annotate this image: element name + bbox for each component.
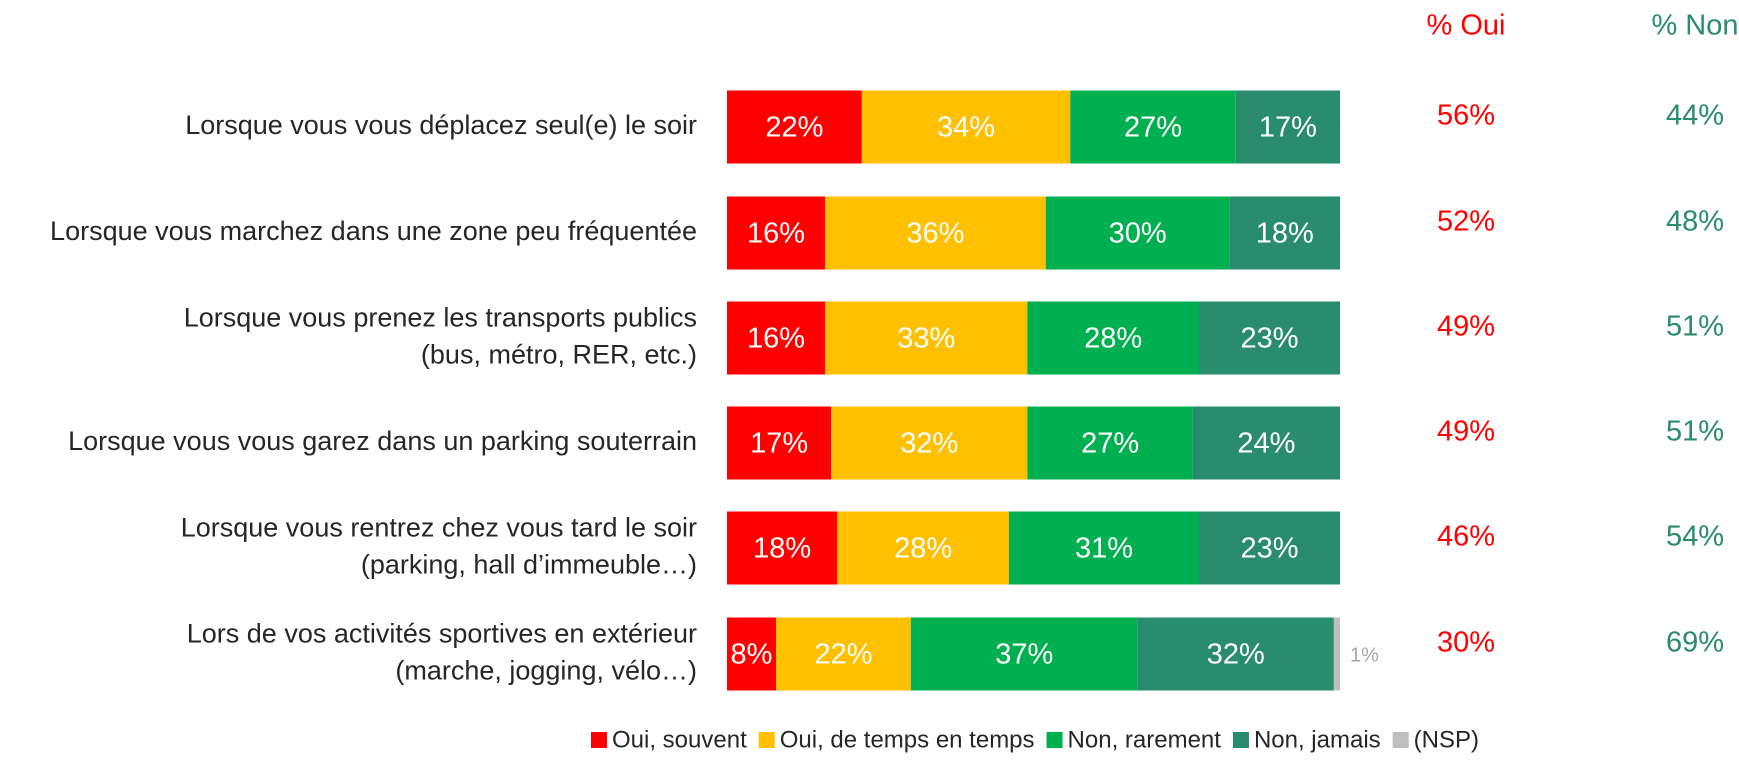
value-label: 23% — [1240, 323, 1298, 355]
category-label: Lorsque vous rentrez chez vous tard le s… — [181, 513, 697, 580]
value-label: 34% — [937, 112, 995, 144]
bar-segment — [727, 406, 832, 480]
bar-segment — [1333, 617, 1340, 691]
value-label: 22% — [814, 639, 872, 671]
category-line: (bus, métro, RER, etc.) — [421, 340, 697, 370]
category-line: Lorsque vous vous garez dans un parking … — [68, 426, 697, 456]
value-label: 33% — [897, 323, 955, 355]
bar-segment — [727, 617, 777, 691]
value-label: 37% — [995, 639, 1053, 671]
value-label: 22% — [765, 112, 823, 144]
value-label: 31% — [1075, 533, 1133, 565]
total-label: 30% — [1437, 627, 1495, 659]
bar-segment — [831, 406, 1028, 480]
bar-segment — [825, 301, 1028, 375]
total-label: 54% — [1666, 521, 1724, 553]
total-label: 51% — [1666, 311, 1724, 343]
value-label: 16% — [747, 323, 805, 355]
bar-segment — [1008, 511, 1200, 585]
value-label: 36% — [906, 218, 964, 250]
legend-label: Oui, de temps en temps — [780, 726, 1035, 753]
total-label: 44% — [1666, 100, 1724, 132]
total-label: 46% — [1437, 521, 1495, 553]
value-label: 23% — [1240, 533, 1298, 565]
bar-segment — [825, 196, 1046, 270]
bar-segment — [837, 511, 1009, 585]
value-label: 1% — [1350, 644, 1379, 666]
total-label: 51% — [1666, 416, 1724, 448]
category-label: Lors de vos activités sportives en extér… — [187, 619, 697, 686]
value-label: 17% — [750, 428, 808, 460]
bar-segment — [910, 617, 1138, 691]
value-label: 28% — [894, 533, 952, 565]
legend-swatch — [590, 732, 607, 748]
bar-segment — [1045, 196, 1230, 270]
total-label: 49% — [1437, 311, 1495, 343]
bar-segment — [1229, 196, 1340, 270]
value-label: 24% — [1237, 428, 1295, 460]
bar-segment — [1235, 90, 1340, 164]
category-line: Lorsque vous prenez les transports publi… — [184, 303, 697, 333]
column-header: % Non — [1651, 10, 1738, 42]
legend-swatch — [1392, 732, 1409, 748]
category-line: (marche, jogging, vélo…) — [395, 656, 697, 686]
value-label: 8% — [731, 639, 773, 671]
total-label: 52% — [1437, 206, 1495, 238]
category-label: Lorsque vous vous déplacez seul(e) le so… — [185, 110, 697, 140]
category-line: Lorsque vous marchez dans une zone peu f… — [50, 216, 697, 246]
legend-swatch — [1232, 732, 1249, 748]
legend-swatch — [1046, 732, 1063, 748]
legend-label: Non, jamais — [1254, 726, 1381, 753]
bar-segment — [1027, 406, 1193, 480]
bar-segment — [727, 301, 826, 375]
value-label: 32% — [1207, 639, 1265, 671]
total-label: 69% — [1666, 627, 1724, 659]
value-label: 18% — [1256, 218, 1314, 250]
legend-label: Non, rarement — [1068, 726, 1222, 753]
column-header: % Oui — [1427, 10, 1506, 42]
value-label: 27% — [1081, 428, 1139, 460]
category-line: Lorsque vous vous déplacez seul(e) le so… — [185, 110, 697, 140]
bar-segment — [727, 511, 838, 585]
category-line: (parking, hall d’immeuble…) — [361, 550, 697, 580]
bar-segment — [727, 196, 826, 270]
total-label: 49% — [1437, 416, 1495, 448]
bar-segment — [1199, 301, 1340, 375]
value-label: 16% — [747, 218, 805, 250]
category-label: Lorsque vous marchez dans une zone peu f… — [50, 216, 697, 246]
value-label: 27% — [1124, 112, 1182, 144]
total-label: 56% — [1437, 100, 1495, 132]
bar-segment — [861, 90, 1071, 164]
bar-segment — [1137, 617, 1334, 691]
category-label: Lorsque vous prenez les transports publi… — [184, 303, 697, 370]
value-label: 28% — [1084, 323, 1142, 355]
legend: Oui, souvent Oui, de temps en temps Non, r… — [590, 726, 1479, 753]
legend-label: (NSP) — [1414, 726, 1479, 753]
category-line: Lorsque vous rentrez chez vous tard le s… — [181, 513, 697, 543]
legend-swatch — [758, 732, 775, 748]
value-label: 32% — [900, 428, 958, 460]
category-label: Lorsque vous vous garez dans un parking … — [68, 426, 697, 456]
bar-segment — [776, 617, 911, 691]
bar-segment — [1199, 511, 1340, 585]
total-label: 48% — [1666, 206, 1724, 238]
bar-segment — [1027, 301, 1200, 375]
legend-label: Oui, souvent — [612, 726, 747, 753]
bar-segment — [727, 90, 862, 164]
value-label: 17% — [1259, 112, 1317, 144]
category-line: Lors de vos activités sportives en extér… — [187, 619, 697, 649]
value-label: 30% — [1109, 218, 1167, 250]
bar-segment — [1192, 406, 1340, 480]
bar-segment — [1070, 90, 1236, 164]
value-label: 18% — [753, 533, 811, 565]
